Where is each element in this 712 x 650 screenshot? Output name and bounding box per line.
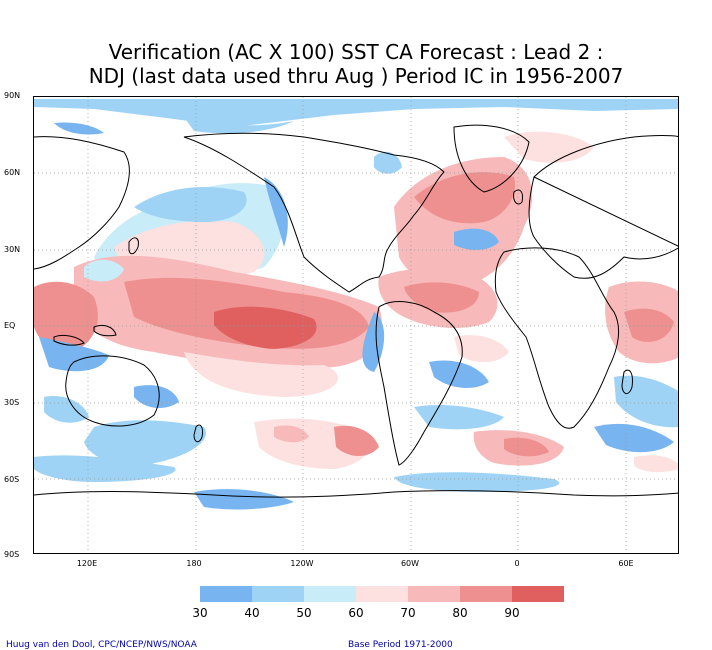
lat-label-60s: 60S: [4, 475, 20, 484]
lon-label-60e: 60E: [618, 559, 634, 568]
lat-label-eq: EQ: [4, 321, 16, 330]
lat-label-90s: 90S: [4, 550, 20, 559]
legend-label-70: 70: [400, 606, 416, 620]
title-line-2: NDJ (last data used thru Aug ) Period IC…: [88, 64, 624, 88]
legend-label-50: 50: [296, 606, 312, 620]
legend-label-40: 40: [244, 606, 260, 620]
legend-swatch-30-40: [200, 586, 252, 602]
coastlines: [34, 124, 678, 498]
lon-label-120w: 120W: [290, 559, 314, 568]
map-canvas: [34, 97, 678, 553]
lat-label-90n: 90N: [4, 91, 21, 100]
sst-verification-map: [33, 96, 679, 554]
lat-label-30n: 30N: [4, 245, 21, 254]
legend-swatch-70-80: [408, 586, 460, 602]
lon-label-0: 0: [514, 559, 520, 568]
graticule: [34, 97, 678, 553]
lon-label-60w: 60W: [400, 559, 420, 568]
legend-label-80: 80: [452, 606, 468, 620]
lon-label-180: 180: [186, 559, 202, 568]
title-line-1: Verification (AC X 100) SST CA Forecast …: [108, 40, 604, 64]
legend-swatch-90-plus: [512, 586, 564, 602]
footer-credit: Huug van den Dool, CPC/NCEP/NWS/NOAA: [6, 640, 197, 650]
footer-base-period: Base Period 1971-2000: [348, 640, 453, 650]
legend-label-90: 90: [504, 606, 520, 620]
legend-swatch-60-70: [356, 586, 408, 602]
legend-swatch-80-90: [460, 586, 512, 602]
legend-label-30: 30: [192, 606, 208, 620]
legend-label-60: 60: [348, 606, 364, 620]
lon-label-120e: 120E: [76, 559, 98, 568]
legend-swatch-40-50: [252, 586, 304, 602]
legend-swatch-50-60: [304, 586, 356, 602]
lat-label-60n: 60N: [4, 168, 21, 177]
lat-label-30s: 30S: [4, 398, 20, 407]
skill-shading: [34, 99, 678, 510]
